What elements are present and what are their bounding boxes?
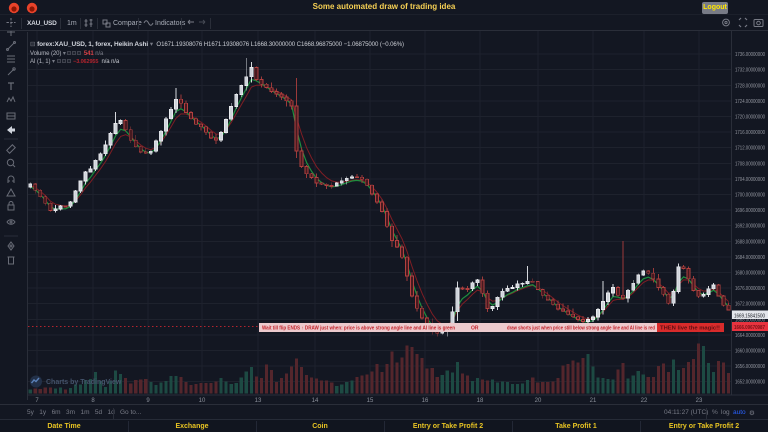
svg-text:7: 7: [35, 398, 39, 404]
svg-text:16: 16: [422, 398, 429, 404]
svg-text:Wait till flip ENDS ↑ DRAW j: Wait till flip ENDS ↑ DRAW just when: pr…: [262, 325, 455, 331]
svg-text:1680.00000000: 1680.00000000: [735, 271, 765, 277]
svg-text:13: 13: [255, 398, 262, 404]
svg-text:10: 10: [199, 398, 206, 404]
svg-text:1736.00000000: 1736.00000000: [735, 52, 765, 58]
svg-text:1720.00000000: 1720.00000000: [735, 115, 765, 121]
svg-text:1728.00000000: 1728.00000000: [735, 83, 765, 89]
svg-text:20: 20: [535, 398, 542, 404]
svg-text:23: 23: [696, 398, 703, 404]
svg-text:8: 8: [91, 398, 95, 404]
svg-text:14: 14: [312, 398, 319, 404]
svg-text:1672.00000000: 1672.00000000: [735, 302, 765, 308]
svg-text:1704.00000000: 1704.00000000: [735, 177, 765, 183]
svg-text:21: 21: [590, 398, 597, 404]
svg-text:1676.00000000: 1676.00000000: [735, 286, 765, 292]
svg-text:1664.00000000: 1664.00000000: [735, 333, 765, 339]
svg-text:draw shorts just when price st: draw shorts just when price still below …: [507, 325, 655, 331]
svg-text:1684.00000000: 1684.00000000: [735, 255, 765, 261]
svg-text:OR: OR: [471, 325, 479, 331]
svg-text:18: 18: [477, 398, 484, 404]
svg-text:1732.00000000: 1732.00000000: [735, 68, 765, 74]
svg-text:22: 22: [641, 398, 648, 404]
svg-text:1688.00000000: 1688.00000000: [735, 239, 765, 245]
svg-text:9: 9: [146, 398, 150, 404]
svg-text:1708.00000000: 1708.00000000: [735, 161, 765, 167]
svg-text:1712.00000000: 1712.00000000: [735, 146, 765, 152]
svg-text:1669.15841500: 1669.15841500: [734, 313, 765, 319]
svg-text:1660.00000000: 1660.00000000: [735, 349, 765, 355]
svg-text:1724.00000000: 1724.00000000: [735, 99, 765, 105]
svg-text:1668.00000000: 1668.00000000: [735, 317, 765, 323]
svg-text:1656.00000000: 1656.00000000: [735, 364, 765, 370]
svg-text:15: 15: [367, 398, 374, 404]
svg-text:1652.00000000: 1652.00000000: [735, 380, 765, 386]
svg-text:THEN live the magic!!: THEN live the magic!!: [660, 326, 720, 332]
svg-text:1692.00000000: 1692.00000000: [735, 224, 765, 230]
svg-text:1666.09670987: 1666.09670987: [734, 325, 765, 331]
svg-text:1696.00000000: 1696.00000000: [735, 208, 765, 214]
svg-text:Charts by TradingView: Charts by TradingView: [46, 379, 122, 386]
svg-text:1716.00000000: 1716.00000000: [735, 130, 765, 136]
svg-text:1700.00000000: 1700.00000000: [735, 193, 765, 199]
